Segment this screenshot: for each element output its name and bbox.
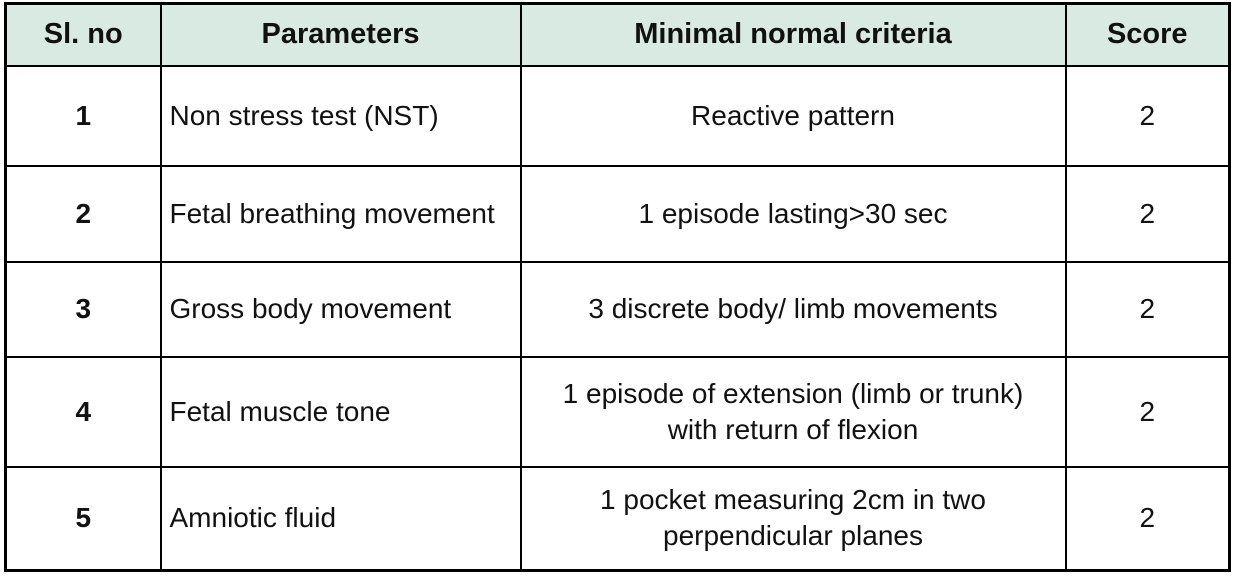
score-cell: 2 [1064,64,1231,167]
sl-no-cell: 3 [4,260,162,358]
parameter-cell: Fetal muscle tone [159,355,522,468]
sl-no-cell: 1 [4,64,162,167]
parameter-cell: Fetal breathing movement [159,164,522,263]
criteria-cell: 1 pocket measuring 2cm in two perpendicu… [519,465,1067,572]
criteria-cell: Reactive pattern [519,64,1067,167]
criteria-cell: 3 discrete body/ limb movements [519,260,1067,358]
table-row: 4 Fetal muscle tone 1 episode of extension… [4,355,1231,468]
header-row: Sl. no Parameters Minimal normal criteri… [4,2,1231,67]
parameter-cell: Amniotic fluid [159,465,522,572]
score-cell: 2 [1064,164,1231,263]
sl-no-cell: 5 [4,465,162,572]
criteria-cell: 1 episode of extension (limb or trunk) w… [519,355,1067,468]
parameter-cell: Non stress test (NST) [159,64,522,167]
header-sl-no: Sl. no [4,2,162,67]
table-row: 5 Amniotic fluid 1 pocket measuring 2cm in… [4,465,1231,572]
biophysical-profile-table: Sl. no Parameters Minimal normal criteri… [4,2,1231,572]
header-score: Score [1064,2,1231,67]
sl-no-cell: 2 [4,164,162,263]
table-row: 3 Gross body movement 3 discrete body/ lim… [4,260,1231,358]
sl-no-cell: 4 [4,355,162,468]
table-header: Sl. no Parameters Minimal normal criteri… [4,2,1231,67]
parameter-cell: Gross body movement [159,260,522,358]
header-minimal-normal-criteria: Minimal normal criteria [519,2,1067,67]
criteria-cell: 1 episode lasting>30 sec [519,164,1067,263]
score-cell: 2 [1064,465,1231,572]
score-cell: 2 [1064,260,1231,358]
table-body: 1 Non stress test (NST) Reactive pattern 2 2… [4,64,1231,572]
table-row: 1 Non stress test (NST) Reactive pattern 2 [4,64,1231,167]
table-row: 2 Fetal breathing movement 1 episode lasti… [4,164,1231,263]
score-cell: 2 [1064,355,1231,468]
header-parameters: Parameters [159,2,522,67]
